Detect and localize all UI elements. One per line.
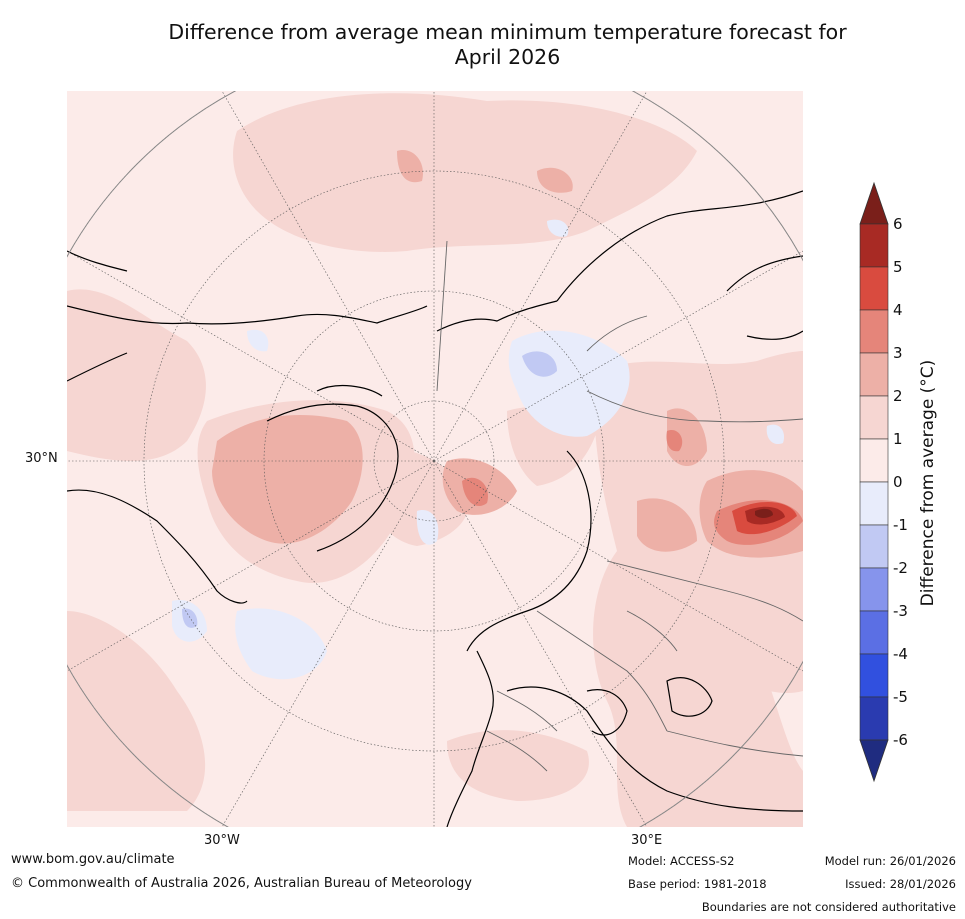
colorbar-tick-label: 6 [893,215,903,233]
colorbar-extend-high [859,181,889,225]
graticule [67,91,803,827]
colorbar-tick-label: -1 [893,516,908,534]
colorbar-segment-m6_m5 [859,696,889,741]
colorbar-tick-label: 4 [893,301,903,319]
country-borders [436,240,803,772]
colorbar-title: Difference from average (°C) [918,359,938,607]
anomaly-1-2-regions [67,93,803,827]
anomaly-2-3-regions [212,150,803,558]
anomaly-negative-regions [172,219,785,680]
colorbar-tick-label: 1 [893,430,903,448]
colorbar-segment-m1_0 [859,481,889,526]
lon-label-30e: 30°E [631,833,663,848]
footer-copyright: © Commonwealth of Australia 2026, Austra… [11,876,472,891]
colorbar-tick-label: 2 [893,387,903,405]
colorbar-tick-label: -4 [893,645,908,663]
colorbar-tick-label: -5 [893,688,908,706]
lat-label-30n: 30°N [25,451,58,466]
footer-base-period: Base period: 1981-2018 [628,877,767,891]
title-line-2: April 2026 [454,45,561,69]
footer-issued: Issued: 28/01/2026 [845,877,956,891]
colorbar-tick-label: 5 [893,258,903,276]
colorbar-segment-m4_m3 [859,610,889,655]
title-line-1: Difference from average mean minimum tem… [168,20,847,44]
colorbar-tick-label: -6 [893,731,908,749]
colorbar-segment-1_2 [859,395,889,440]
chart-title: Difference from average mean minimum tem… [60,20,955,70]
colorbar-segment-0_1 [859,438,889,483]
colorbar-tick-label: 3 [893,344,903,362]
colorbar-segment-m3_m2 [859,567,889,612]
footer-disclaimer: Boundaries are not considered authoritat… [701,900,956,914]
anomaly-4-6-core [732,501,797,535]
footer-model-run: Model run: 26/01/2026 [824,854,956,868]
coastlines [67,190,803,827]
footer-website[interactable]: www.bom.gov.au/climate [11,852,175,867]
colorbar-extend-low [859,739,889,783]
footer-model: Model: ACCESS-S2 [628,854,735,868]
colorbar-tick-label: -2 [893,559,908,577]
colorbar [859,181,889,783]
forecast-map [67,91,803,827]
colorbar-segment-3_4 [859,309,889,354]
colorbar-segment-5_6 [859,223,889,268]
colorbar-segment-2_3 [859,352,889,397]
colorbar-segment-4_5 [859,266,889,311]
colorbar-segment-m2_m1 [859,524,889,569]
lon-label-30w: 30°W [204,833,240,848]
colorbar-tick-label: 0 [893,473,903,491]
colorbar-segment-m5_m4 [859,653,889,698]
colorbar-tick-label: -3 [893,602,908,620]
